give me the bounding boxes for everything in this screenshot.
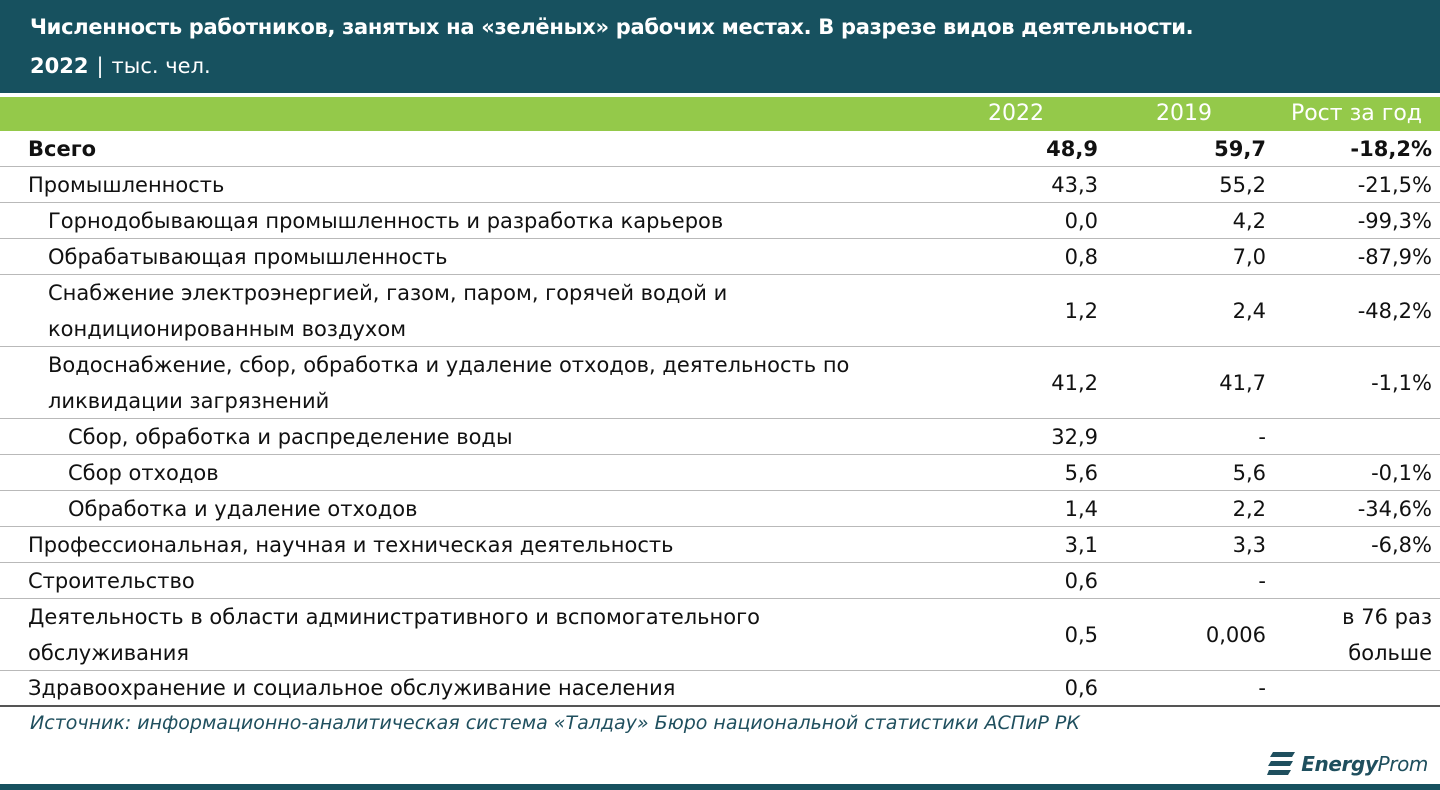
table-row: Обрабатывающая промышленность 0,8 7,0 -87,9… bbox=[0, 239, 1440, 275]
value-2019: - bbox=[1258, 676, 1266, 700]
chart-title: Численность работников, занятых на «зелё… bbox=[30, 15, 1194, 39]
energyprom-logo-text: EnergyProm bbox=[1301, 752, 1428, 776]
table-row: Всего 48,9 59,7 -18,2% bbox=[0, 131, 1440, 167]
value-2022: 0,6 bbox=[1064, 676, 1098, 700]
table-row: Сбор, обработка и распределение воды 32,9… bbox=[0, 419, 1440, 455]
value-2019: 55,2 bbox=[1219, 172, 1266, 197]
row-label: Деятельность в области административного… bbox=[28, 604, 761, 665]
value-2022: 32,9 bbox=[1051, 424, 1098, 449]
table-row: Промышленность 43,3 55,2 -21,5% bbox=[0, 167, 1440, 203]
row-label: Всего bbox=[28, 136, 97, 161]
value-2019: - bbox=[1258, 568, 1266, 593]
subtitle-year: 2022 bbox=[30, 54, 89, 78]
bottom-bar bbox=[0, 784, 1440, 790]
table-row: Здравоохранение и социальное обслуживани… bbox=[0, 671, 1440, 707]
value-growth: -87,9% bbox=[1357, 244, 1432, 269]
value-2019: 59,7 bbox=[1214, 136, 1266, 161]
value-2019: 0,006 bbox=[1205, 622, 1266, 647]
table-row: Строительство 0,6 - bbox=[0, 563, 1440, 599]
value-growth: -99,3% bbox=[1357, 208, 1432, 233]
row-label: Снабжение электроэнергией, газом, паром,… bbox=[48, 280, 728, 341]
row-label: Промышленность bbox=[28, 172, 225, 197]
table-row: Сбор отходов 5,6 5,6 -0,1% bbox=[0, 455, 1440, 491]
value-2022: 5,6 bbox=[1064, 460, 1098, 485]
table-row: Водоснабжение, сбор, обработка и удалени… bbox=[0, 347, 1440, 419]
chart-subtitle: 2022 | тыс. чел. bbox=[30, 54, 211, 78]
value-growth: -48,2% bbox=[1357, 298, 1432, 323]
subtitle-unit: тыс. чел. bbox=[111, 54, 211, 78]
value-growth: -6,8% bbox=[1371, 532, 1432, 557]
value-2022: 1,2 bbox=[1064, 298, 1098, 323]
energyprom-logo-icon bbox=[1267, 752, 1296, 775]
value-growth: -0,1% bbox=[1371, 460, 1432, 485]
row-label: Профессиональная, научная и техническая … bbox=[28, 532, 674, 557]
value-growth: в 76 раз больше bbox=[1342, 604, 1432, 665]
column-header-growth: Рост за год bbox=[1290, 101, 1422, 126]
value-2022: 41,2 bbox=[1051, 370, 1098, 395]
value-2019: 3,3 bbox=[1232, 532, 1266, 557]
value-2019: 2,2 bbox=[1232, 496, 1266, 521]
value-2022: 48,9 bbox=[1046, 136, 1098, 161]
value-growth: -34,6% bbox=[1357, 496, 1432, 521]
value-2019: 5,6 bbox=[1232, 460, 1266, 485]
table-row: Профессиональная, научная и техническая … bbox=[0, 527, 1440, 563]
value-2019: 7,0 bbox=[1232, 244, 1266, 269]
row-label: Обработка и удаление отходов bbox=[68, 496, 418, 521]
value-2022: 0,0 bbox=[1064, 208, 1098, 233]
row-label: Строительство bbox=[28, 568, 195, 593]
title-bar: Численность работников, занятых на «зелё… bbox=[0, 0, 1440, 93]
row-label: Здравоохранение и социальное обслуживани… bbox=[28, 676, 676, 700]
value-growth: -21,5% bbox=[1357, 172, 1432, 197]
column-header-2019: 2019 bbox=[1156, 101, 1212, 126]
value-2022: 1,4 bbox=[1064, 496, 1098, 521]
value-2019: 4,2 bbox=[1232, 208, 1266, 233]
table-row: Обработка и удаление отходов 1,4 2,2 -34,6% bbox=[0, 491, 1440, 527]
table-row: Горнодобывающая промышленность и разрабо… bbox=[0, 203, 1440, 239]
row-label: Обрабатывающая промышленность bbox=[48, 244, 448, 269]
row-label: Горнодобывающая промышленность и разрабо… bbox=[48, 208, 724, 233]
energyprom-logo: EnergyProm bbox=[1267, 748, 1428, 780]
value-2022: 3,1 bbox=[1064, 532, 1098, 557]
value-2019: - bbox=[1258, 424, 1266, 449]
row-label: Сбор отходов bbox=[68, 460, 219, 485]
value-2022: 0,8 bbox=[1064, 244, 1098, 269]
value-2022: 0,6 bbox=[1064, 568, 1098, 593]
table-row: Снабжение электроэнергией, газом, паром,… bbox=[0, 275, 1440, 347]
source-note: Источник: информационно-аналитическая си… bbox=[30, 712, 1080, 734]
value-2022: 0,5 bbox=[1064, 622, 1098, 647]
value-2019: 41,7 bbox=[1219, 370, 1266, 395]
value-2022: 43,3 bbox=[1051, 172, 1098, 197]
value-2019: 2,4 bbox=[1232, 298, 1266, 323]
subtitle-separator: | bbox=[96, 54, 104, 78]
column-header-bar: 2022 2019 Рост за год bbox=[0, 97, 1440, 131]
value-growth: -1,1% bbox=[1371, 370, 1432, 395]
value-growth: -18,2% bbox=[1350, 136, 1432, 161]
table-row: Деятельность в области административного… bbox=[0, 599, 1440, 671]
row-label: Сбор, обработка и распределение воды bbox=[68, 424, 513, 449]
row-label: Водоснабжение, сбор, обработка и удалени… bbox=[48, 352, 850, 413]
column-header-2022: 2022 bbox=[988, 101, 1044, 126]
